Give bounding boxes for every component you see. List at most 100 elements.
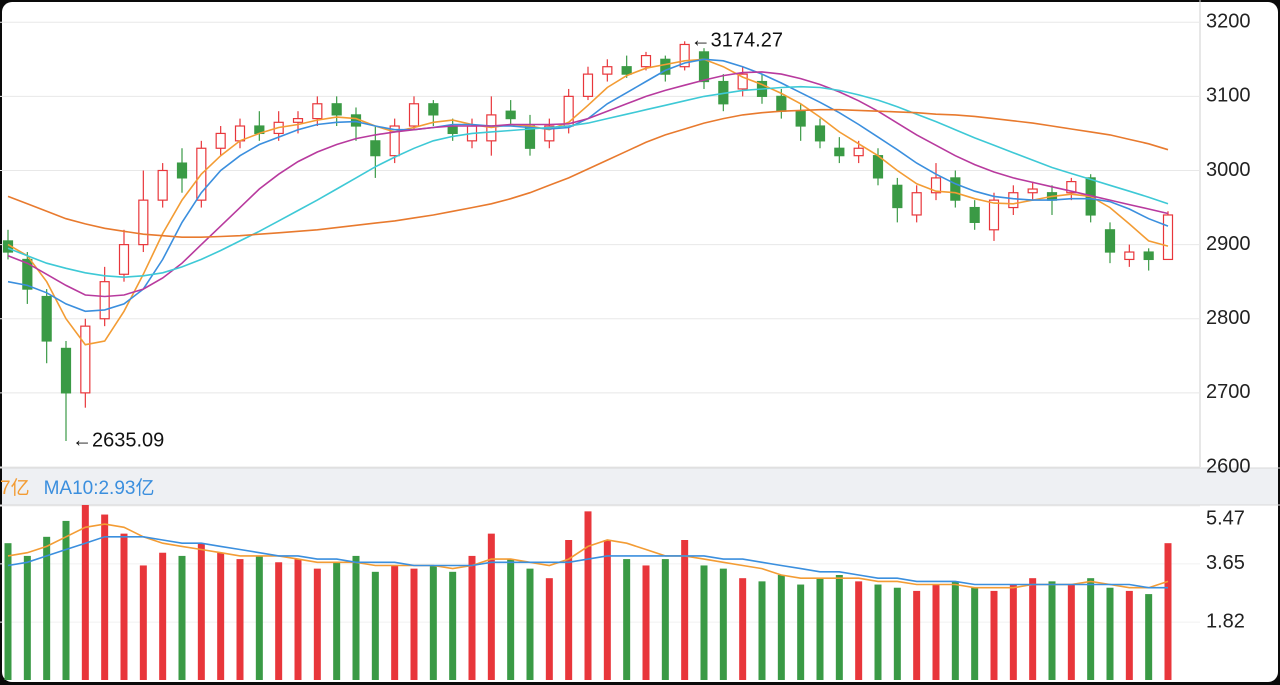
candle-body (988, 199, 1000, 231)
candle-body (370, 140, 381, 157)
legend-entry: MA10:2.93亿 (44, 477, 155, 499)
candle-body (60, 347, 72, 394)
volume-bar (23, 555, 31, 680)
y-tick-label: 2700 (1206, 381, 1251, 403)
candle-body (602, 66, 613, 75)
volume-bar (468, 555, 476, 680)
candle-body (215, 132, 226, 149)
candle-body (621, 66, 632, 75)
volume-bar (932, 584, 940, 680)
volume-bar (719, 568, 727, 680)
volume-bar (874, 584, 882, 680)
candle-body (679, 43, 690, 68)
volume-bar (835, 575, 843, 680)
volume-bar (197, 543, 205, 680)
candle-body (41, 295, 52, 342)
volume-bar (971, 587, 979, 680)
volume-bar (584, 511, 592, 680)
volume-bar (43, 536, 51, 680)
volume-bar (1125, 590, 1133, 680)
candle-body (1143, 251, 1154, 261)
volume-bar (777, 575, 785, 680)
volume-bar (371, 571, 379, 680)
volume-bar (507, 559, 515, 680)
ma-line (7, 108, 1169, 238)
candle-body (312, 103, 323, 120)
annotation: ←2635.09 (72, 429, 164, 451)
y-tick-label: 3000 (1206, 159, 1251, 181)
volume-bar (700, 565, 708, 680)
candle-body (408, 103, 420, 127)
y-tick-label: 2800 (1206, 307, 1251, 329)
volume-bar (526, 568, 534, 680)
volume-bar (178, 555, 186, 680)
y-tick-label: 1.82 (1206, 610, 1245, 632)
volume-bar (120, 533, 128, 680)
candle-body (698, 51, 710, 83)
volume-ma-line (7, 523, 1169, 589)
annotation: ←3174.27 (691, 30, 783, 52)
volume-bar (816, 578, 824, 680)
candle-body (1124, 251, 1135, 261)
volume-ma-line (7, 535, 1168, 589)
volume-bar (313, 568, 321, 680)
volume-bar (1087, 578, 1095, 680)
candle-body (544, 125, 555, 142)
candle-body (737, 73, 748, 90)
ma-line (7, 85, 1169, 279)
candle-body (428, 103, 439, 116)
candle-body (138, 199, 149, 246)
ma-line (7, 58, 1169, 346)
candle-body (234, 125, 246, 142)
volume-bar (797, 584, 805, 680)
volume-bar (990, 590, 998, 680)
y-tick-label: 3100 (1206, 85, 1251, 107)
candle-body (1008, 192, 1019, 209)
candle-body (99, 281, 110, 320)
candle-body (950, 177, 961, 201)
candle-body (930, 177, 942, 194)
candle-body (834, 147, 845, 157)
candle-body (505, 110, 516, 120)
candle-body (814, 125, 826, 142)
volume-bar (855, 581, 863, 680)
volume-bar (623, 559, 631, 680)
volume-bar (913, 590, 921, 680)
volume-bar (236, 559, 244, 680)
volume-bar (1009, 584, 1017, 680)
volume-bar (391, 565, 399, 680)
volume-bar (739, 578, 747, 680)
candle-body (582, 73, 594, 97)
volume-bar (545, 578, 553, 680)
volume-bar (62, 520, 70, 680)
ma-line (7, 71, 1169, 298)
volume-bar (410, 568, 418, 680)
y-tick-label: 3200 (1206, 11, 1251, 33)
candle-body (892, 184, 903, 209)
candle-body (969, 206, 980, 223)
volume-bar (159, 552, 167, 680)
candle-body (22, 258, 33, 290)
volume-bar (4, 543, 12, 680)
volume-bar (429, 565, 437, 680)
candle-body (640, 54, 652, 68)
volume-header (2, 468, 1278, 505)
volume-bar (139, 565, 147, 680)
volume-bar (81, 505, 89, 680)
candle-body (292, 118, 304, 123)
volume-bar (893, 587, 901, 680)
y-tick-label: 2900 (1206, 233, 1251, 255)
volume-bar (294, 559, 302, 680)
volume-bar (1048, 581, 1056, 680)
volume-bar (217, 552, 225, 680)
volume-bar (255, 555, 263, 680)
candle-body (1104, 229, 1116, 253)
y-tick-label: 5.47 (1206, 507, 1245, 529)
volume-bar (758, 581, 766, 680)
candle-body (911, 192, 922, 216)
candle-body (1066, 181, 1077, 194)
volume-bar (1145, 594, 1153, 680)
volume-bar (1067, 584, 1075, 680)
candle-body (157, 169, 168, 201)
